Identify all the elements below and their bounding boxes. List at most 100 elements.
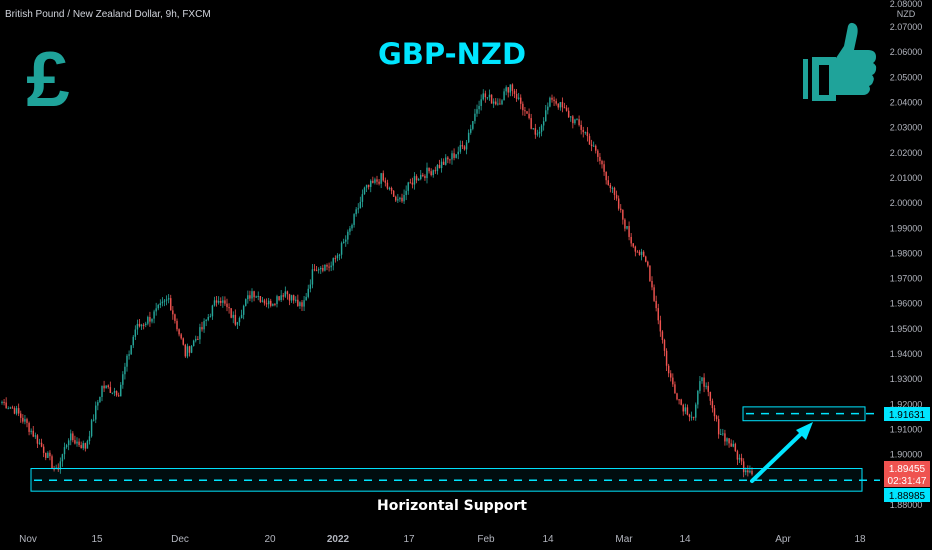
- candle-body: [351, 224, 353, 229]
- candle-body: [61, 454, 64, 462]
- candle-body: [311, 269, 314, 285]
- candle-body: [178, 329, 180, 335]
- candle-body: [709, 391, 712, 401]
- candle-body: [711, 400, 714, 409]
- candle-body: [397, 199, 399, 201]
- candle-body: [440, 161, 443, 169]
- candle-body: [270, 300, 272, 306]
- candle-body: [24, 419, 26, 422]
- candle-body: [578, 119, 580, 125]
- candle-body: [36, 435, 39, 444]
- candle-body: [686, 407, 689, 415]
- x-tick-label: 15: [91, 534, 103, 545]
- candle-body: [590, 144, 593, 147]
- candle-body: [449, 159, 451, 161]
- candle-body: [232, 314, 234, 318]
- candle-body: [70, 433, 72, 441]
- candle-body: [736, 451, 739, 460]
- candle-body: [192, 340, 195, 347]
- candle-body: [345, 239, 347, 242]
- candle-body: [170, 298, 172, 311]
- candle-body: [561, 102, 564, 108]
- candle-body: [659, 320, 662, 332]
- candle-body: [682, 404, 684, 412]
- candle-body: [672, 377, 674, 385]
- candle-body: [434, 170, 437, 172]
- candle-body: [336, 255, 339, 259]
- candle-body: [30, 430, 32, 432]
- candle-body: [245, 299, 247, 306]
- candle-body: [553, 99, 555, 102]
- candle-body: [361, 194, 364, 202]
- candle-body: [274, 303, 276, 305]
- candle-body: [326, 264, 328, 267]
- candle-body: [442, 161, 445, 165]
- candle-body: [272, 303, 274, 306]
- candle-body: [120, 384, 122, 397]
- candle-body: [342, 241, 345, 244]
- candle-body: [657, 308, 659, 321]
- candle-body: [459, 145, 462, 152]
- candle-body: [503, 91, 505, 101]
- candle-body: [184, 344, 187, 357]
- candle-body: [334, 258, 337, 260]
- candle-body: [497, 103, 499, 105]
- candle-body: [395, 196, 397, 201]
- candle-body: [582, 129, 584, 133]
- candle-body: [457, 151, 459, 155]
- candle-body: [72, 433, 74, 441]
- y-tick-label: 1.92000: [890, 399, 923, 409]
- candle-body: [720, 433, 722, 435]
- candle-body: [430, 171, 432, 176]
- candle-body: [303, 300, 305, 307]
- candle-body: [742, 461, 745, 473]
- candle-body: [309, 284, 312, 289]
- candle-body: [297, 299, 299, 306]
- candle-body: [132, 336, 134, 346]
- candle-body: [601, 161, 603, 165]
- candle-body: [67, 440, 70, 446]
- candle-body: [238, 318, 241, 323]
- candle-body: [595, 145, 597, 151]
- y-tick-label: 1.97000: [890, 274, 923, 284]
- candle-body: [636, 251, 639, 253]
- candle-body: [340, 243, 343, 255]
- candle-body: [95, 405, 97, 420]
- candle-body: [338, 254, 341, 256]
- candle-body: [386, 182, 389, 189]
- candle-body: [482, 93, 484, 100]
- candle-body: [688, 414, 691, 417]
- candle-body: [15, 408, 18, 414]
- candle-body: [474, 113, 476, 122]
- candle-body: [388, 188, 391, 190]
- x-tick-label: Nov: [19, 534, 37, 545]
- candle-body: [399, 197, 401, 200]
- candle-body: [730, 443, 732, 447]
- y-tick-label: 1.88000: [890, 500, 923, 510]
- candle-body: [267, 300, 270, 305]
- candle-body: [347, 231, 349, 240]
- x-tick-label: Apr: [775, 534, 791, 545]
- candle-body: [642, 251, 645, 257]
- candle-body: [488, 94, 491, 98]
- candle-body: [124, 366, 126, 375]
- candle-body: [532, 128, 534, 130]
- symbol-info: British Pound / New Zealand Dollar, 9h, …: [5, 9, 211, 20]
- candle-body: [259, 295, 262, 302]
- candle-body: [84, 443, 87, 449]
- candle-body: [597, 150, 599, 157]
- candle-body: [424, 176, 426, 179]
- candle-body: [551, 97, 553, 100]
- x-tick-label: 20: [264, 534, 276, 545]
- candle-body: [447, 157, 449, 160]
- candle-body: [728, 438, 730, 444]
- candle-body: [157, 304, 159, 309]
- candle-body: [315, 270, 318, 272]
- candle-body: [528, 113, 530, 119]
- candle-body: [403, 194, 405, 202]
- candle-body: [726, 438, 728, 442]
- candle-body: [86, 441, 89, 449]
- candle-body: [617, 198, 620, 209]
